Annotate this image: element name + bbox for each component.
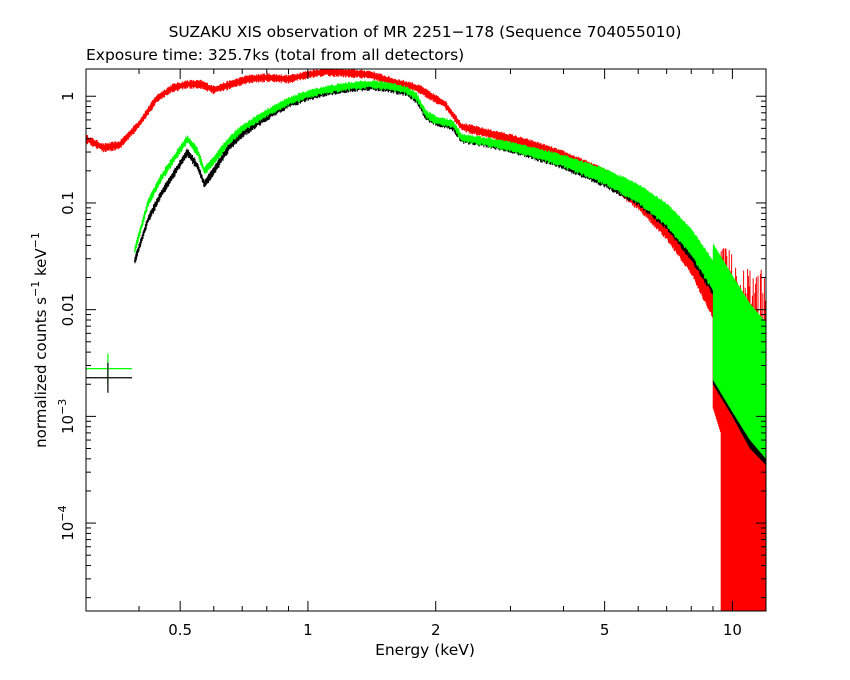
y-tick-label-3: 10−3: [56, 399, 77, 434]
y-axis-label-mid: keV: [32, 248, 50, 281]
y-axis-label-exp2: −1: [29, 232, 42, 248]
chart-title: SUZAKU XIS observation of MR 2251−178 (S…: [169, 23, 682, 41]
series-layer: [85, 69, 767, 611]
y-axis-label: normalized counts s−1 keV−1: [29, 232, 50, 448]
axes-layer: 0.5 1 2 5 10 1 0.1 0.01 10−3 10−4: [56, 69, 766, 639]
y-tick-label-0: 1: [59, 91, 77, 101]
x-axis-label: Energy (keV): [375, 641, 475, 659]
x-tick-label-3: 5: [600, 621, 610, 639]
y-tick-label-4: 10−4: [56, 505, 77, 540]
x-tick-label-0: 0.5: [168, 621, 192, 639]
y-axis-label-base: normalized counts s: [32, 297, 50, 448]
y-tick-label-2: 0.01: [59, 293, 77, 326]
data-cross-0: [86, 353, 132, 384]
y-axis-label-exp1: −1: [29, 281, 42, 297]
x-tick-label-2: 2: [431, 621, 441, 639]
series-2-errorbars: [134, 80, 766, 459]
series-2: [133, 80, 767, 459]
x-tick-label-1: 1: [303, 621, 313, 639]
x-tick-label-4: 10: [723, 621, 742, 639]
data-cross-1: [86, 362, 132, 393]
chart-subtitle: Exposure time: 325.7ks (total from all d…: [86, 46, 464, 64]
y-tick-label-1: 0.1: [59, 191, 77, 215]
series-2-line: [133, 83, 767, 353]
plot-frame: [85, 68, 767, 612]
